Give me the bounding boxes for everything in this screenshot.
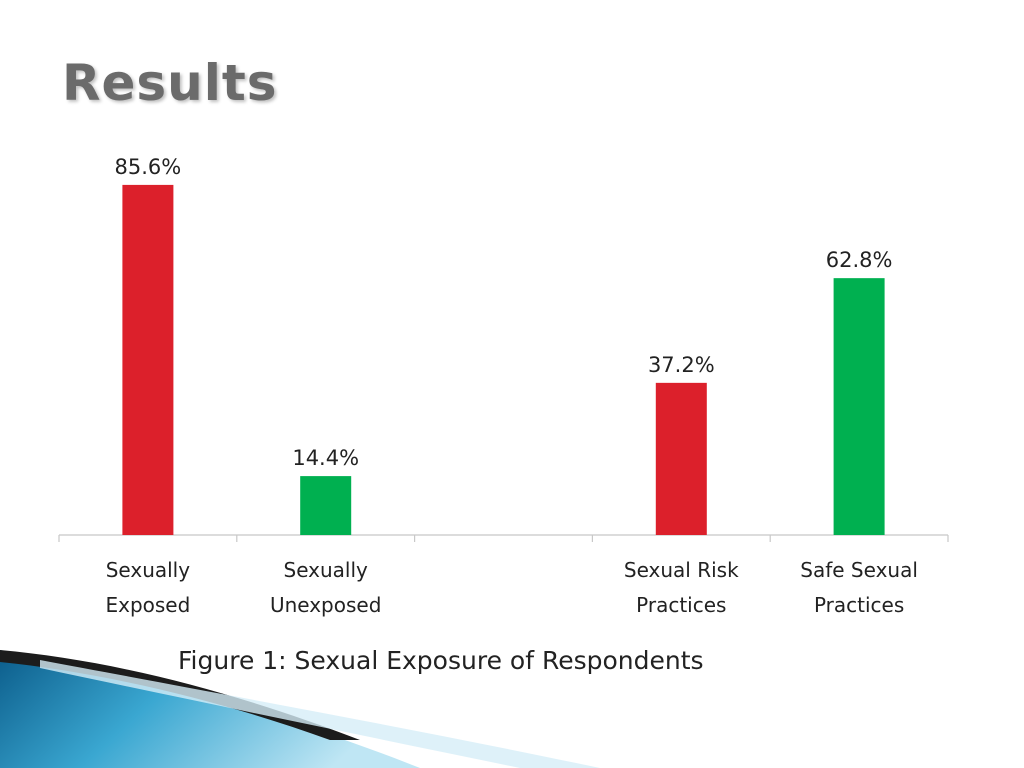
bar-value-label: 14.4% [292,446,359,470]
category-label: Practices [636,593,726,617]
category-label: Sexual Risk [624,558,739,582]
category-label: Practices [814,593,904,617]
bar-chart: 85.6% Sexually Exposed 14.4% Sexually Unexpos… [58,155,949,617]
bar [122,184,174,535]
bar-value-label: 37.2% [648,353,715,377]
bar [300,476,352,535]
bar-value-label: 62.8% [826,248,893,272]
bar [833,278,885,535]
category-label: Exposed [105,593,190,617]
category-label: Sexually [106,558,191,582]
category-label: Safe Sexual [800,558,918,582]
bar-value-label: 85.6% [115,155,182,179]
category-label: Unexposed [270,593,381,617]
category-label: Sexually [284,558,369,582]
figure-caption: Figure 1: Sexual Exposure of Respondents [178,646,704,675]
slide-title: Results [62,54,278,112]
bar [655,382,707,535]
